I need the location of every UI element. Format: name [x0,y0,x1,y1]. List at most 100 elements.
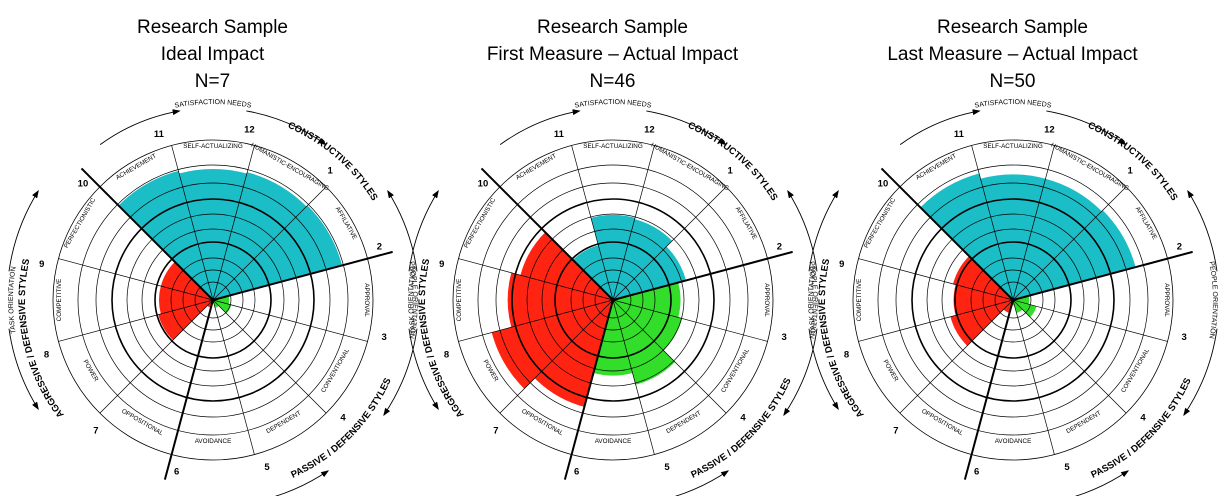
grid-ring [554,241,672,359]
grid-spoke [1012,145,1055,301]
grid-spoke [1012,299,1168,342]
style-label-12: SELF-ACTUALIZING [183,143,243,150]
grid-spoke [99,299,214,414]
style-number-4: 4 [740,413,746,424]
cluster-divider [563,299,614,480]
score-wedge-9 [507,272,613,328]
orientation-arrow [674,470,730,496]
orientation-arrow [646,110,727,146]
grid-spoke [612,299,768,342]
cluster-label-satisfaction: SATISFACTION NEEDS [974,99,1052,110]
score-wedge-10 [953,256,1013,300]
title-line-3: N=50 [989,71,1036,92]
circumplex-chart: HUMANISTIC-ENCOURAGING1AFFILIATIVE2APPRO… [8,99,418,496]
style-number-11: 11 [154,129,165,140]
style-number-9: 9 [839,259,844,270]
grid-spoke [58,299,214,342]
style-number-12: 12 [244,124,255,135]
grid-ring [477,164,749,436]
cluster-label-task: TASK ORIENTATION [808,266,818,334]
grid-spoke [1012,186,1127,301]
grid-ring [941,228,1085,372]
style-number-3: 3 [382,332,387,343]
orientation-arrow [1046,110,1127,146]
grid-spoke [499,299,614,414]
style-label-7: OPPOSITIONAL [920,408,965,438]
orientation-arrow [99,109,181,146]
score-wedge-3 [1013,295,1030,305]
cluster-divider [80,167,214,301]
style-label-5: DEPENDENT [265,410,302,436]
grid-ring [582,269,644,331]
grid-ring [926,213,1100,387]
style-label-3: APPROVAL [763,283,770,317]
orientation-arrow [1187,189,1218,272]
orientation-arrow [408,189,439,272]
style-label-6: AVOIDANCE [995,438,1032,445]
style-label-7: OPPOSITIONAL [520,408,565,438]
grid-ring [95,182,331,418]
grid-spoke [212,299,327,414]
cluster-divider [212,250,393,301]
style-label-3: APPROVAL [1163,283,1170,317]
label-ring [852,139,1174,461]
style-label-9: COMPETITIVE [856,279,863,322]
grid-ring [526,213,700,387]
style-label-8: POWER [881,359,899,383]
grid-ring [77,164,349,436]
grid-ring [170,257,256,343]
cluster-label-constructive: CONSTRUCTIVE STYLES [286,120,380,203]
orientation-arrow [899,109,981,146]
title-line-2: First Measure – Actual Impact [486,44,739,65]
chart-title: Research Sample Ideal Impact N=7 [8,14,417,95]
score-wedge-4 [213,300,232,314]
grid-ring [895,182,1131,418]
grid-spoke [612,145,655,301]
orientation-arrow [408,328,439,411]
style-label-4: CONVENTIONAL [1120,347,1151,394]
style-label-10: PERFECTIONISTIC [63,197,98,250]
cluster-label-satisfaction: SATISFACTION NEEDS [174,99,252,110]
score-wedge-3 [213,295,230,305]
style-label-11: ACHIEVEMENT [515,153,558,182]
label-ring [452,139,774,461]
grid-ring [911,198,1115,402]
cluster-divider [1012,250,1193,301]
score-wedge-8 [158,300,213,341]
score-wedge-10 [160,261,213,300]
grid-spoke [212,186,327,301]
style-label-9: COMPETITIVE [456,279,463,322]
score-wedge-2 [613,246,687,300]
style-number-5: 5 [264,462,270,473]
score-wedge-1 [213,172,307,300]
style-number-5: 5 [664,462,670,473]
style-number-4: 4 [340,413,346,424]
style-number-1: 1 [727,165,733,176]
grid-ring [877,164,1149,436]
score-wedge-2 [213,205,343,300]
style-number-10: 10 [478,178,489,189]
circumplex-chart: HUMANISTIC-ENCOURAGING1AFFILIATIVE2APPRO… [808,99,1218,496]
style-number-9: 9 [439,259,444,270]
grid-spoke [458,299,614,342]
style-label-10: PERFECTIONISTIC [463,197,498,250]
grid-spoke [612,299,727,414]
style-number-10: 10 [878,178,889,189]
grid-ring [126,213,300,387]
score-wedge-9 [158,286,213,314]
grid-ring [570,257,656,343]
title-line-2: Last Measure – Actual Impact [887,44,1138,65]
grid-spoke [212,299,255,455]
score-wedge-11 [920,173,1013,300]
orientation-arrow [387,189,418,272]
score-wedge-5 [1013,300,1023,314]
cluster-label-constructive: CONSTRUCTIVE STYLES [1086,120,1180,203]
score-wedge-12 [179,169,247,300]
grid-ring [182,269,244,331]
grid-spoke [612,186,727,301]
score-wedge-1 [1013,178,1102,300]
style-label-11: ACHIEVEMENT [915,153,958,182]
score-wedge-8 [491,300,613,389]
style-number-12: 12 [644,124,655,135]
grid-ring [194,281,232,319]
